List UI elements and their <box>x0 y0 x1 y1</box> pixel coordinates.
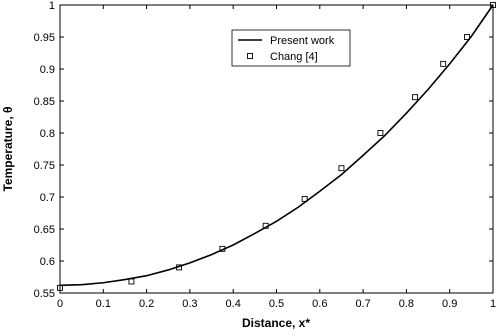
x-tick-label: 0.9 <box>442 298 457 310</box>
x-tick-label: 0.4 <box>226 298 241 310</box>
y-tick-label: 0.9 <box>40 64 55 76</box>
x-tick-label: 0.2 <box>139 298 154 310</box>
data-marker <box>490 2 496 8</box>
x-tick-label: 0.3 <box>182 298 197 310</box>
data-marker <box>176 264 183 271</box>
legend: Present work Chang [4] <box>231 29 351 67</box>
legend-label: Chang [4] <box>270 51 318 63</box>
data-line <box>59 4 494 287</box>
data-marker <box>412 94 419 101</box>
x-tick-label: 0.8 <box>399 298 414 310</box>
data-marker <box>301 195 308 202</box>
x-tick-label: 1 <box>490 298 496 310</box>
y-tick-label: 0.95 <box>34 32 55 44</box>
data-marker <box>440 60 447 67</box>
x-tick-label: 0 <box>57 298 63 310</box>
y-tick-label: 0.85 <box>34 96 55 108</box>
legend-label: Present work <box>270 35 335 47</box>
data-marker <box>377 130 384 136</box>
data-marker <box>262 222 269 229</box>
data-marker <box>464 34 470 40</box>
y-tick-label: 0.65 <box>34 224 55 236</box>
y-tick-label: 0.8 <box>40 128 55 140</box>
y-tick-label: 0.55 <box>34 288 55 300</box>
x-tick-label: 0.1 <box>96 298 111 310</box>
legend-swatch <box>247 53 253 59</box>
y-tick-label: 0.75 <box>34 160 55 172</box>
data-marker <box>219 245 226 252</box>
y-tick-label: 0.7 <box>40 192 55 204</box>
x-tick-label: 0.6 <box>312 298 327 310</box>
legend-box <box>231 29 351 67</box>
x-axis-label: Distance, x* <box>242 316 310 330</box>
x-tick-label: 0.7 <box>355 298 370 310</box>
y-tick-label: 0.6 <box>40 256 55 268</box>
data-marker <box>338 165 345 172</box>
data-marker <box>57 284 63 291</box>
y-tick-label: 1 <box>49 0 55 12</box>
y-axis-label: Temperature, θ <box>1 107 15 192</box>
x-tick-label: 0.5 <box>269 298 284 310</box>
data-marker <box>128 278 135 285</box>
